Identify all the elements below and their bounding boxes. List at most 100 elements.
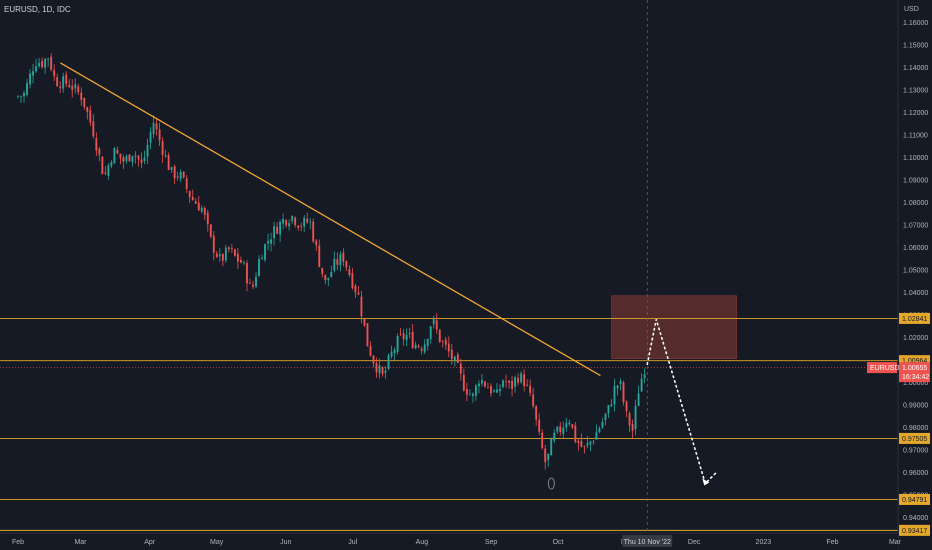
candle-body[interactable] — [62, 76, 65, 89]
candle-body[interactable] — [209, 224, 212, 237]
candle-body[interactable] — [92, 121, 95, 137]
candle-body[interactable] — [167, 155, 170, 170]
candle-body[interactable] — [59, 86, 62, 88]
candle-body[interactable] — [396, 335, 399, 352]
candle-body[interactable] — [631, 424, 634, 431]
candle-body[interactable] — [119, 153, 122, 159]
candle-body[interactable] — [490, 386, 492, 394]
candle-body[interactable] — [544, 448, 547, 463]
candle-body[interactable] — [294, 217, 297, 226]
candle-body[interactable] — [637, 393, 640, 406]
candle-body[interactable] — [233, 249, 236, 256]
candle-body[interactable] — [122, 157, 125, 162]
candle-body[interactable] — [586, 443, 589, 446]
candle-body[interactable] — [360, 296, 363, 317]
candle-body[interactable] — [366, 323, 369, 347]
candle-body[interactable] — [399, 333, 402, 335]
candle-body[interactable] — [203, 208, 206, 215]
candle-body[interactable] — [137, 155, 140, 160]
candle-body[interactable] — [435, 320, 438, 330]
candle-body[interactable] — [53, 70, 56, 76]
candle-body[interactable] — [218, 254, 221, 257]
candle-body[interactable] — [221, 253, 224, 261]
candle-body[interactable] — [315, 240, 318, 246]
candle-body[interactable] — [176, 176, 179, 178]
candle-body[interactable] — [487, 387, 489, 389]
candle-body[interactable] — [309, 221, 312, 223]
candle-body[interactable] — [47, 58, 50, 60]
candle-body[interactable] — [502, 380, 504, 387]
candle-body[interactable] — [387, 355, 390, 369]
candle-body[interactable] — [35, 66, 38, 72]
candle-body[interactable] — [565, 423, 568, 428]
marker-ellipse[interactable] — [547, 477, 555, 490]
candle-body[interactable] — [239, 259, 242, 263]
candle-body[interactable] — [471, 393, 474, 397]
candle-body[interactable] — [622, 382, 625, 402]
candle-body[interactable] — [351, 272, 354, 288]
candle-body[interactable] — [532, 394, 535, 407]
candle-body[interactable] — [101, 156, 104, 175]
candle-body[interactable] — [468, 394, 471, 396]
projection-path[interactable] — [646, 319, 718, 486]
candle-body[interactable] — [17, 96, 19, 97]
candle-body[interactable] — [417, 345, 420, 348]
candle-body[interactable] — [339, 254, 342, 266]
candle-body[interactable] — [372, 355, 375, 364]
candle-body[interactable] — [267, 241, 269, 244]
candle-body[interactable] — [297, 225, 300, 228]
candle-body[interactable] — [628, 413, 631, 426]
candle-body[interactable] — [131, 155, 134, 163]
candle-body[interactable] — [134, 155, 137, 157]
candle-body[interactable] — [580, 440, 583, 447]
candle-body[interactable] — [68, 84, 71, 88]
candle-body[interactable] — [125, 156, 128, 162]
candle-body[interactable] — [348, 269, 351, 276]
candle-body[interactable] — [140, 159, 143, 164]
candle-body[interactable] — [324, 274, 327, 281]
candle-body[interactable] — [206, 212, 209, 225]
candle-body[interactable] — [321, 267, 324, 275]
candle-body[interactable] — [550, 438, 553, 456]
candle-body[interactable] — [291, 215, 294, 222]
candle-body[interactable] — [459, 363, 462, 374]
candle-body[interactable] — [110, 161, 113, 166]
candle-body[interactable] — [227, 247, 230, 250]
candle-body[interactable] — [625, 401, 628, 412]
candle-body[interactable] — [559, 426, 562, 432]
candle-body[interactable] — [38, 63, 41, 66]
candle-body[interactable] — [375, 363, 378, 373]
candle-body[interactable] — [252, 284, 254, 287]
candle-body[interactable] — [456, 354, 459, 363]
candle-body[interactable] — [568, 422, 571, 425]
candle-body[interactable] — [444, 339, 447, 345]
candle-body[interactable] — [474, 385, 477, 396]
candle-body[interactable] — [29, 73, 31, 85]
candle-body[interactable] — [601, 421, 604, 428]
candle-body[interactable] — [182, 171, 185, 178]
candle-body[interactable] — [249, 282, 251, 284]
candle-body[interactable] — [520, 373, 523, 383]
candle-body[interactable] — [381, 367, 384, 374]
candle-body[interactable] — [300, 226, 303, 228]
candle-body[interactable] — [438, 329, 441, 342]
candle-body[interactable] — [553, 432, 556, 441]
candle-body[interactable] — [255, 276, 257, 287]
candle-body[interactable] — [164, 155, 167, 157]
candle-body[interactable] — [342, 252, 345, 262]
candle-body[interactable] — [526, 384, 529, 386]
candle-body[interactable] — [104, 172, 107, 174]
candle-body[interactable] — [161, 140, 164, 155]
candle-body[interactable] — [303, 217, 306, 227]
candle-body[interactable] — [185, 178, 188, 189]
candle-body[interactable] — [592, 441, 595, 443]
candle-body[interactable] — [634, 406, 637, 430]
candle-body[interactable] — [194, 201, 197, 204]
candle-body[interactable] — [83, 97, 86, 107]
candle-body[interactable] — [405, 334, 408, 341]
candle-body[interactable] — [333, 258, 336, 271]
candle-body[interactable] — [23, 92, 25, 97]
candle-body[interactable] — [505, 380, 507, 382]
candle-body[interactable] — [77, 86, 80, 93]
candle-body[interactable] — [56, 77, 59, 87]
